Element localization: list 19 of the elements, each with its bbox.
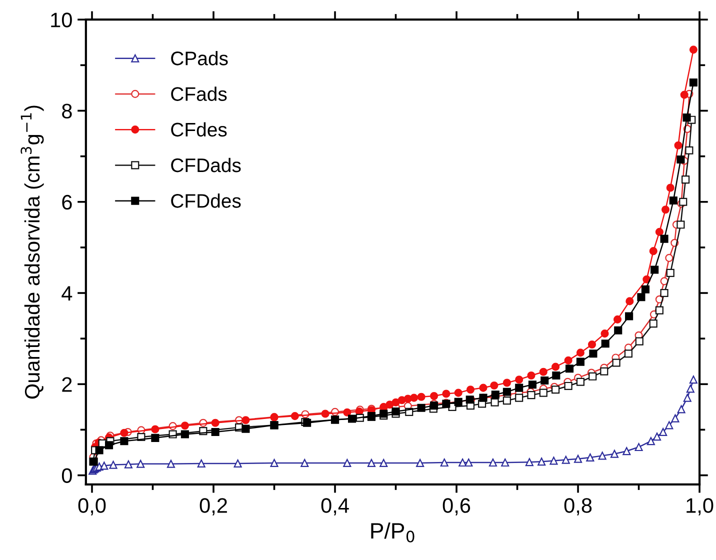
x-axis-title: P/P$_{0}$	[371, 522, 414, 542]
legend-label: CFdes	[171, 122, 227, 137]
y-tick-label: 2	[62, 377, 72, 392]
y-tick-label: 8	[62, 104, 72, 118]
x-tick-label: 0,4	[321, 498, 349, 516]
legend-label: CFDdes	[171, 194, 241, 208]
y-tick-label: 4	[62, 286, 72, 301]
x-tick-label: 0,2	[200, 498, 227, 516]
x-tick-label: 0,6	[442, 498, 470, 516]
x-tick-label: 0,0	[78, 498, 106, 516]
y-tick-label: 0	[62, 468, 72, 484]
x-tick-label: 1,0	[686, 498, 714, 516]
y-tick-label: 10	[51, 12, 72, 28]
legend-label: CFDads	[171, 158, 241, 172]
legend-label: CPads	[171, 51, 228, 66]
y-axis-title: Quantidade adsorvida (cm$^{3}$g$^{−1}$)	[20, 106, 44, 399]
y-tick-label: 6	[62, 194, 72, 210]
legend-label: CFads	[171, 86, 227, 101]
x-tick-label: 0,8	[564, 498, 592, 516]
